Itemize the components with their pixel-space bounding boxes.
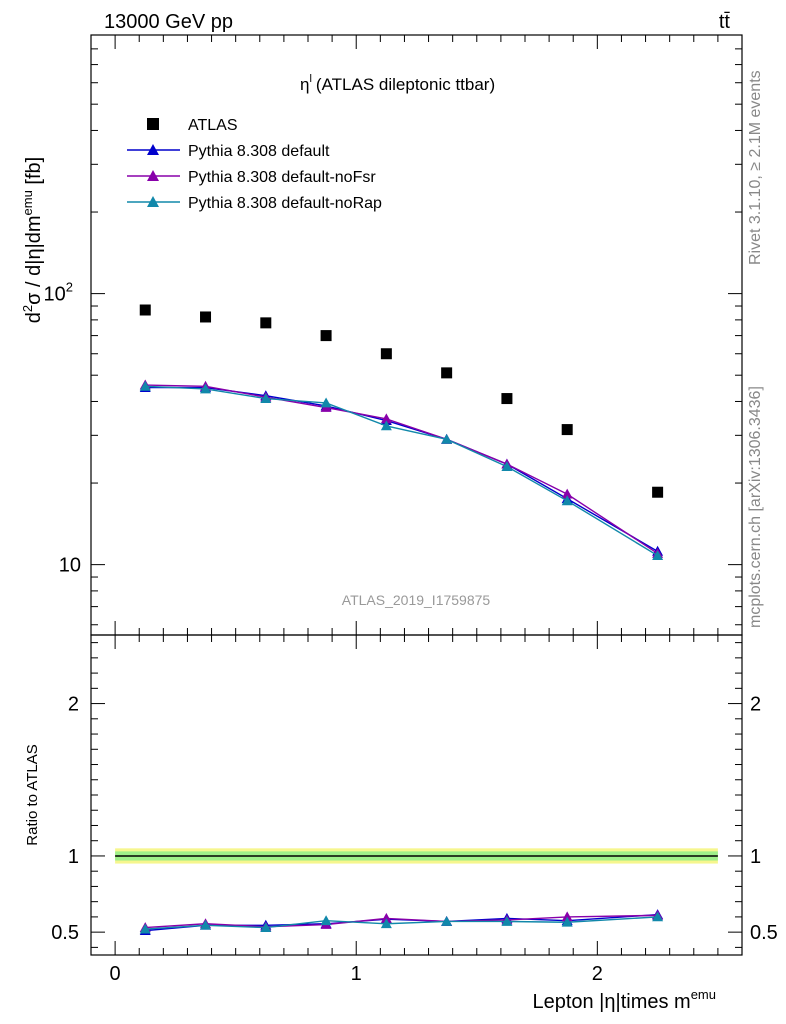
header-right: tt̄: [719, 11, 731, 33]
legend-marker-triangle: [147, 196, 159, 207]
y-tick-label-main: 10: [59, 555, 81, 577]
mc-data-point-ratio: [652, 911, 664, 922]
axes: 0 1 2 10 102 0.5 0.5 1 1 2 2: [44, 34, 778, 985]
mc-data-point-ratio: [260, 922, 272, 932]
mc-data-point-main: [320, 397, 332, 408]
mc-series-line-main: [145, 386, 658, 552]
mc-data-point-main: [200, 383, 212, 394]
mc-data-point-ratio: [380, 918, 392, 929]
x-axis-label: Lepton |η|times memu: [532, 987, 716, 1013]
x-tick-label: 0: [110, 963, 121, 985]
ratio-bands: [115, 848, 718, 864]
atlas-data-point: [260, 317, 272, 329]
mc-data-point-main: [380, 413, 392, 424]
mc-data-point-main: [561, 488, 573, 499]
mc-series-line-main: [145, 385, 658, 557]
y-tick-label-ratio-right: 1: [750, 846, 761, 868]
legend-label: ATLAS: [188, 117, 238, 134]
mc-data-point-ratio: [561, 911, 573, 922]
y-tick-label-ratio-right: 2: [750, 694, 761, 716]
atlas-data-point: [200, 311, 212, 323]
legend-label: Pythia 8.308 default: [188, 143, 330, 160]
atlas-data-point: [441, 367, 453, 379]
legend-marker-square: [147, 118, 159, 130]
title-eta: η: [300, 75, 309, 94]
atlas-data-point: [380, 348, 392, 360]
mc-data-point-main: [260, 393, 272, 403]
y-tick-label-ratio-right: 0.5: [750, 922, 778, 944]
legend-label: Pythia 8.308 default-noRap: [188, 195, 382, 212]
mc-data-point-ratio: [380, 912, 392, 923]
y-tick-label-ratio: 1: [68, 846, 79, 868]
y-tick-label-main: 102: [44, 280, 73, 306]
y-axis-label-main: d2σ / d|η|dmemu [fb]: [20, 157, 45, 323]
mc-data-point-ratio: [501, 915, 513, 926]
x-axis-label-sup: emu: [691, 987, 716, 1002]
x-axis-label-text: Lepton |η|times m: [532, 991, 690, 1013]
mc-data-point-main: [561, 495, 573, 506]
atlas-data-point: [652, 486, 664, 498]
atlas-data-point: [501, 393, 513, 405]
data-marks: [139, 304, 664, 936]
mcplots-label: mcplots.cern.ch [arXiv:1306.3436]: [747, 386, 764, 628]
y-axis-label-ratio: Ratio to ATLAS: [24, 744, 41, 845]
mc-data-point-main: [652, 550, 664, 560]
plot-title: ηl (ATLAS dileptonic ttbar): [300, 73, 495, 94]
mc-data-point-ratio: [200, 919, 212, 930]
legend-marker-triangle: [147, 170, 159, 181]
mc-data-point-ratio: [320, 915, 332, 926]
legend-marker-triangle: [147, 144, 159, 155]
ratio-plot-frame: [90, 634, 743, 956]
atlas-data-point: [561, 424, 573, 436]
mc-series-line-main: [145, 384, 658, 555]
mc-data-point-main: [501, 461, 513, 471]
mc-data-point-ratio: [139, 923, 151, 934]
mc-data-point-main: [380, 420, 392, 431]
atlas-data-point: [139, 304, 151, 316]
analysis-label: ATLAS_2019_I1759875: [342, 592, 491, 608]
y-tick-label-ratio: 0.5: [51, 922, 79, 944]
mc-data-point-main: [441, 433, 453, 444]
x-tick-label: 1: [351, 963, 362, 985]
mc-data-point-main: [139, 380, 151, 391]
atlas-data-point: [320, 330, 332, 342]
mc-data-point-ratio: [441, 915, 453, 926]
mc-data-point-ratio: [561, 916, 573, 927]
legend: ATLAS Pythia 8.308 default Pythia 8.308 de…: [127, 117, 382, 212]
y-tick-label-ratio: 2: [68, 694, 79, 716]
rivet-label: Rivet 3.1.10, ≥ 2.1M events: [747, 70, 764, 265]
title-rest: (ATLAS dileptonic ttbar): [316, 75, 495, 94]
header-left: 13000 GeV pp: [104, 11, 233, 33]
legend-label: Pythia 8.308 default-noFsr: [188, 169, 376, 186]
x-tick-label: 2: [592, 963, 603, 985]
title-sup: l: [309, 73, 311, 85]
